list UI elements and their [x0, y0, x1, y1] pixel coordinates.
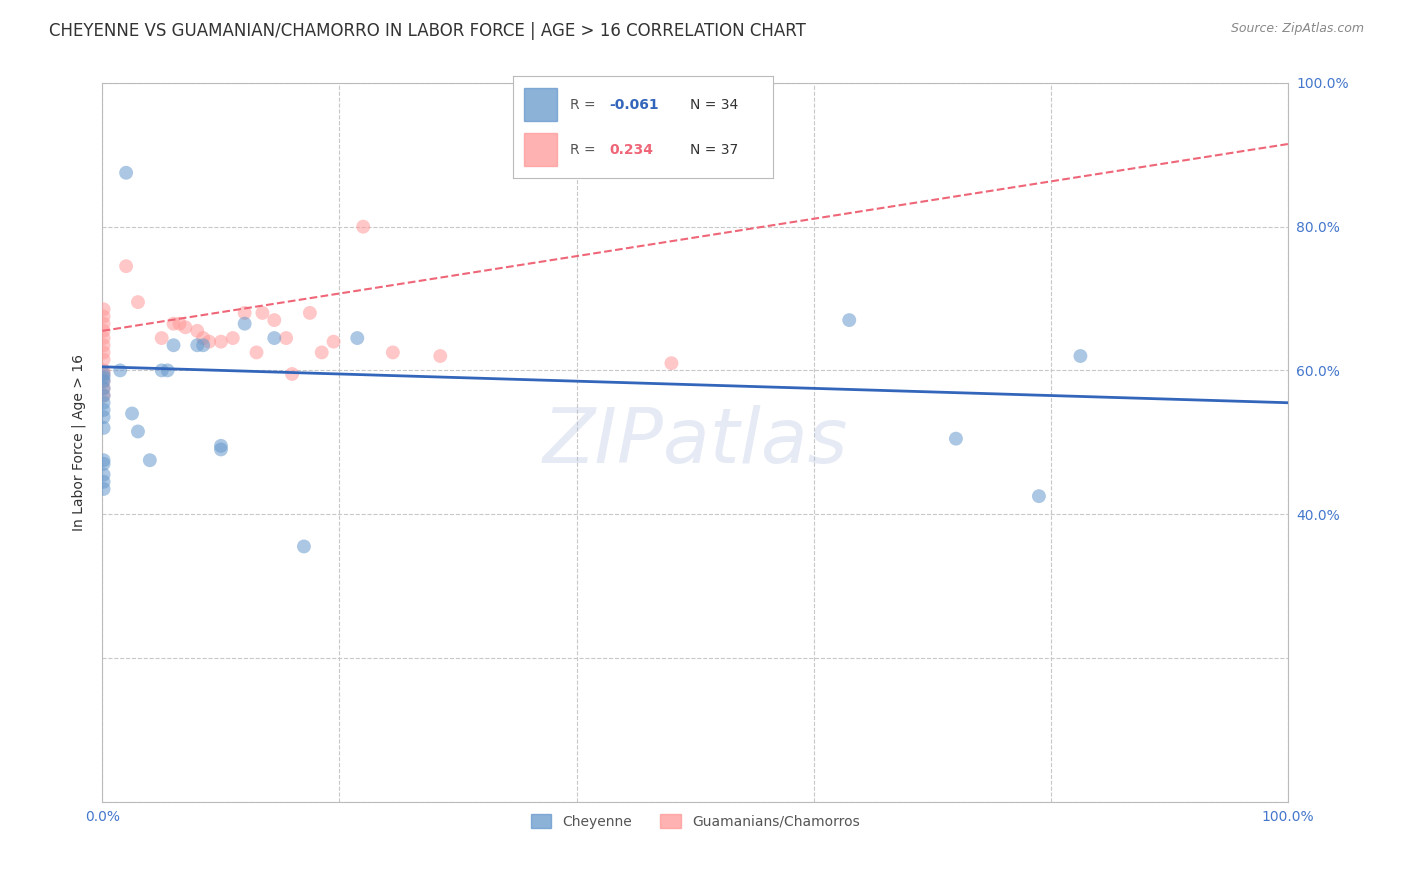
Point — [93, 381, 115, 395]
Point — [193, 338, 215, 352]
Point — [93, 395, 115, 409]
Point — [381, 345, 404, 359]
Point — [93, 331, 115, 345]
Point — [93, 467, 115, 482]
Point — [93, 317, 115, 331]
Point — [346, 331, 368, 345]
Point — [661, 356, 683, 370]
Text: Source: ZipAtlas.com: Source: ZipAtlas.com — [1230, 22, 1364, 36]
Point — [945, 432, 967, 446]
Point — [93, 421, 115, 435]
Point — [233, 306, 256, 320]
Point — [198, 334, 221, 349]
Point — [298, 306, 321, 320]
Point — [186, 324, 208, 338]
Point — [93, 338, 115, 352]
Text: ZIPatlas: ZIPatlas — [543, 405, 848, 479]
Point — [222, 331, 245, 345]
Point — [93, 457, 115, 471]
Point — [93, 410, 115, 425]
Text: N = 37: N = 37 — [690, 143, 738, 157]
FancyBboxPatch shape — [523, 88, 557, 121]
Point — [209, 442, 232, 457]
Point — [127, 295, 149, 310]
Text: CHEYENNE VS GUAMANIAN/CHAMORRO IN LABOR FORCE | AGE > 16 CORRELATION CHART: CHEYENNE VS GUAMANIAN/CHAMORRO IN LABOR … — [49, 22, 806, 40]
Point — [429, 349, 451, 363]
Point — [93, 302, 115, 317]
Legend: Cheyenne, Guamanians/Chamorros: Cheyenne, Guamanians/Chamorros — [524, 808, 865, 834]
Point — [93, 453, 115, 467]
Point — [162, 317, 184, 331]
Point — [93, 352, 115, 367]
Point — [93, 388, 115, 402]
Point — [209, 334, 232, 349]
Y-axis label: In Labor Force | Age > 16: In Labor Force | Age > 16 — [72, 354, 86, 531]
Point — [281, 367, 304, 381]
Point — [209, 439, 232, 453]
Point — [150, 331, 173, 345]
Text: 0.234: 0.234 — [609, 143, 654, 157]
Point — [162, 338, 184, 352]
Point — [174, 320, 197, 334]
FancyBboxPatch shape — [523, 133, 557, 166]
Point — [276, 331, 298, 345]
Point — [121, 407, 143, 421]
Point — [322, 334, 344, 349]
Point — [233, 317, 256, 331]
Point — [252, 306, 274, 320]
Point — [352, 219, 374, 234]
Text: R =: R = — [571, 97, 600, 112]
Point — [93, 374, 115, 388]
Point — [193, 331, 215, 345]
Text: R =: R = — [571, 143, 605, 157]
Point — [263, 313, 285, 327]
Point — [93, 403, 115, 417]
Point — [93, 367, 115, 381]
Point — [93, 310, 115, 324]
Point — [1069, 349, 1091, 363]
Point — [263, 331, 285, 345]
Point — [245, 345, 267, 359]
Point — [93, 345, 115, 359]
Text: N = 34: N = 34 — [690, 97, 738, 112]
Point — [93, 374, 115, 388]
Point — [93, 475, 115, 489]
Point — [93, 381, 115, 395]
Point — [292, 540, 315, 554]
Point — [1028, 489, 1050, 503]
Point — [93, 363, 115, 377]
Point — [169, 317, 191, 331]
Point — [186, 338, 208, 352]
Point — [311, 345, 333, 359]
Point — [156, 363, 179, 377]
Point — [115, 259, 138, 273]
Point — [93, 388, 115, 402]
Point — [108, 363, 131, 377]
Point — [93, 370, 115, 384]
Point — [93, 482, 115, 496]
Text: -0.061: -0.061 — [609, 97, 659, 112]
Point — [150, 363, 173, 377]
Point — [93, 324, 115, 338]
Point — [127, 425, 149, 439]
Point — [93, 367, 115, 381]
Point — [838, 313, 860, 327]
Point — [139, 453, 162, 467]
Point — [115, 166, 138, 180]
